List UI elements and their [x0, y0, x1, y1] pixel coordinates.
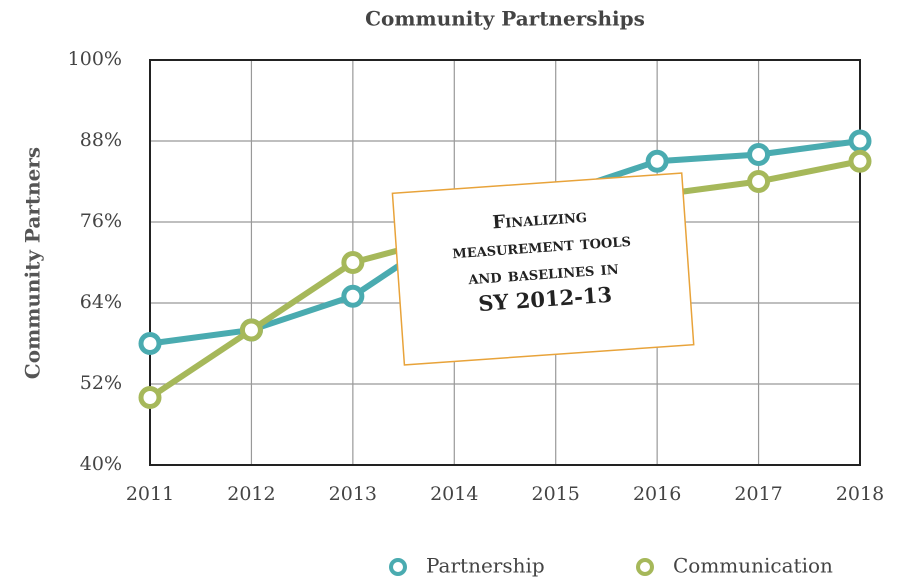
chart-title: Community Partnerships [365, 7, 645, 31]
point [747, 143, 771, 166]
y-tick-label: 52% [80, 372, 122, 394]
y-tick-label: 64% [80, 291, 122, 313]
point [341, 284, 365, 308]
x-tick-label: 2015 [532, 483, 580, 505]
legend-label: Communication [673, 554, 833, 578]
x-tick-label: 2012 [227, 483, 275, 505]
point [848, 149, 872, 173]
y-axis-label: Community Partners [21, 147, 45, 379]
point [848, 129, 872, 153]
legend-label: Partnership [426, 554, 545, 578]
point [645, 149, 669, 173]
point [747, 170, 771, 193]
point [239, 318, 263, 342]
point [341, 251, 365, 274]
y-tick-label: 88% [80, 129, 122, 151]
x-tick-label: 2018 [836, 483, 884, 505]
legend-marker [389, 558, 407, 576]
plot-frame [149, 59, 861, 466]
x-tick-label: 2017 [734, 483, 782, 505]
x-tick-label: 2016 [633, 483, 681, 505]
legend-marker [636, 558, 654, 576]
annotation-box [391, 172, 695, 366]
y-tick-label: 40% [80, 453, 122, 475]
x-tick-label: 2013 [329, 483, 377, 505]
point [138, 386, 162, 409]
y-tick-label: 76% [80, 210, 122, 232]
x-tick-label: 2014 [430, 483, 478, 505]
y-tick-label: 100% [68, 48, 122, 70]
point [138, 332, 162, 355]
x-tick-label: 2011 [126, 483, 174, 505]
